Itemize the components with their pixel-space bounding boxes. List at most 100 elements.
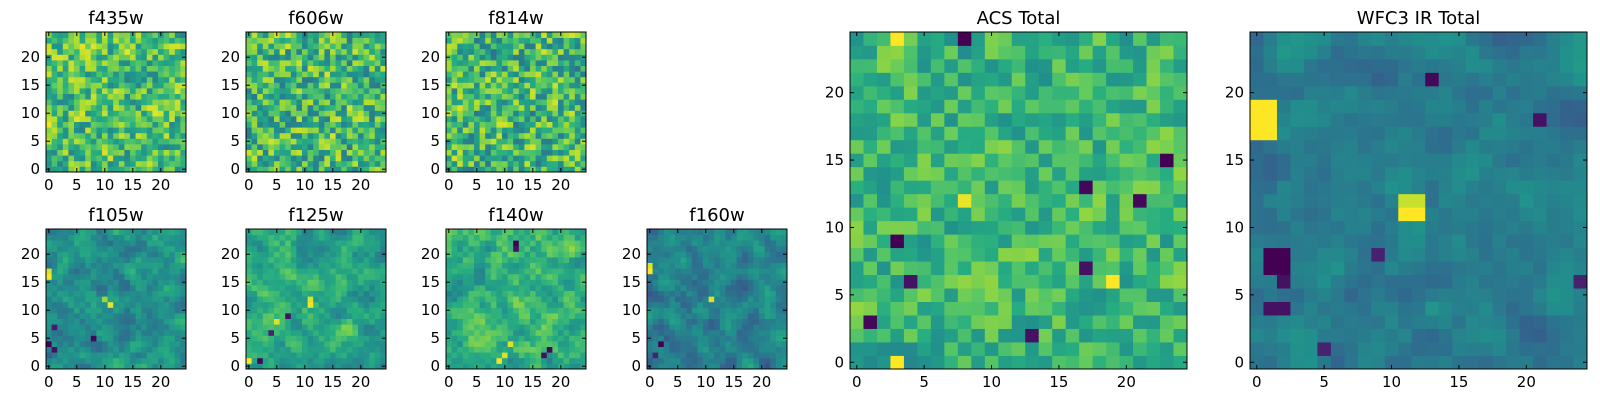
heatmap-cell [268, 335, 275, 342]
heatmap-cell [731, 240, 737, 247]
heatmap-cell [580, 104, 587, 111]
heatmap-cell [552, 285, 559, 291]
heatmap-cell [107, 43, 114, 50]
heatmap-cell [352, 149, 359, 156]
heatmap-cell [180, 149, 187, 156]
heatmap-cell [502, 268, 508, 275]
heatmap-cell [363, 285, 370, 291]
heatmap-cell [141, 138, 148, 145]
heatmap-cell [569, 155, 576, 162]
heatmap-cell [251, 43, 258, 50]
heatmap-cell [268, 155, 275, 162]
heatmap-cell [296, 93, 303, 100]
heatmap-cell [535, 335, 542, 342]
heatmap-cell [113, 352, 120, 359]
heatmap-cell [324, 110, 331, 117]
heatmap-cell [352, 352, 359, 359]
heatmap-cell [518, 318, 525, 325]
heatmap-cell [152, 104, 159, 111]
heatmap-cell [268, 43, 275, 50]
heatmap-cell [446, 285, 452, 291]
heatmap-cell [569, 132, 576, 139]
heatmap-cell [335, 245, 342, 252]
heatmap-cell [490, 48, 497, 55]
heatmap-cell [79, 329, 86, 336]
heatmap-cell [574, 268, 581, 275]
heatmap-cell [62, 257, 69, 263]
heatmap-cell [62, 245, 69, 252]
heatmap-cell [669, 318, 676, 325]
heatmap-cell [764, 318, 771, 325]
heatmap-cell [781, 285, 788, 291]
heatmap-cell [446, 99, 452, 106]
heatmap-cell [296, 229, 303, 235]
heatmap-cell [580, 127, 587, 134]
heatmap-cell [285, 43, 292, 50]
heatmap-cell [135, 116, 142, 122]
heatmap-cell [257, 285, 264, 291]
x-tick-label: 10 [495, 176, 514, 194]
heatmap-cell [563, 285, 570, 291]
heatmap-cell [714, 285, 721, 291]
heatmap-cell [451, 32, 458, 38]
heatmap-cell [770, 357, 777, 364]
heatmap-cell [363, 121, 370, 128]
heatmap-cell [781, 257, 788, 263]
heatmap-cell [124, 363, 131, 370]
heatmap-cell [697, 363, 704, 370]
heatmap-cell [90, 32, 97, 38]
heatmap-cell [563, 290, 570, 297]
heatmap-cell [944, 288, 959, 302]
heatmap-cell [113, 346, 120, 353]
heatmap-cell [917, 166, 932, 181]
heatmap-cell [118, 273, 125, 280]
heatmap-cell [279, 116, 286, 122]
heatmap-cell [251, 262, 258, 269]
heatmap-cell [74, 268, 80, 275]
heatmap-cell [490, 121, 497, 128]
heatmap-cell [850, 261, 864, 276]
heatmap-cell [268, 296, 275, 303]
heatmap-cell [742, 290, 749, 297]
heatmap-cell [984, 207, 999, 222]
heatmap-cell [490, 262, 497, 269]
heatmap-cell [753, 307, 760, 314]
heatmap-cell [686, 318, 693, 325]
heatmap-cell [496, 43, 503, 50]
heatmap-cell [51, 346, 58, 353]
heatmap-cell [246, 240, 252, 247]
heatmap-cell [107, 82, 114, 89]
heatmap-cell [558, 318, 564, 325]
heatmap-cell [686, 251, 693, 258]
heatmap-cell [457, 341, 464, 347]
heatmap-cell [251, 93, 258, 100]
x-tick-label: 15 [123, 373, 142, 391]
heatmap-cell [669, 341, 676, 347]
heatmap-cell [174, 268, 181, 275]
heatmap-cell [90, 60, 97, 66]
heatmap-cell [313, 279, 320, 286]
heatmap-cell [90, 307, 97, 314]
heatmap-cell [569, 341, 576, 347]
heatmap-cell [1079, 220, 1094, 235]
heatmap-cell [680, 346, 687, 353]
heatmap-cell [313, 155, 320, 162]
heatmap-cell [90, 257, 97, 263]
heatmap-cell [876, 315, 891, 329]
heatmap-cell [374, 88, 381, 94]
heatmap-cell [74, 138, 80, 145]
heatmap-cell [747, 307, 754, 314]
y-tick-label: 0 [631, 357, 641, 375]
heatmap-cell [62, 313, 69, 319]
heatmap-cell [468, 48, 475, 55]
heatmap-cell [307, 245, 314, 252]
heatmap-cell [524, 127, 531, 134]
heatmap-cell [535, 313, 542, 319]
heatmap-cell [652, 290, 659, 297]
heatmap-cell [57, 262, 64, 269]
heatmap-cell [346, 341, 353, 347]
heatmap-cell [703, 240, 709, 247]
heatmap-cell [302, 251, 308, 258]
heatmap-cell [563, 155, 570, 162]
heatmap-cell [335, 93, 342, 100]
